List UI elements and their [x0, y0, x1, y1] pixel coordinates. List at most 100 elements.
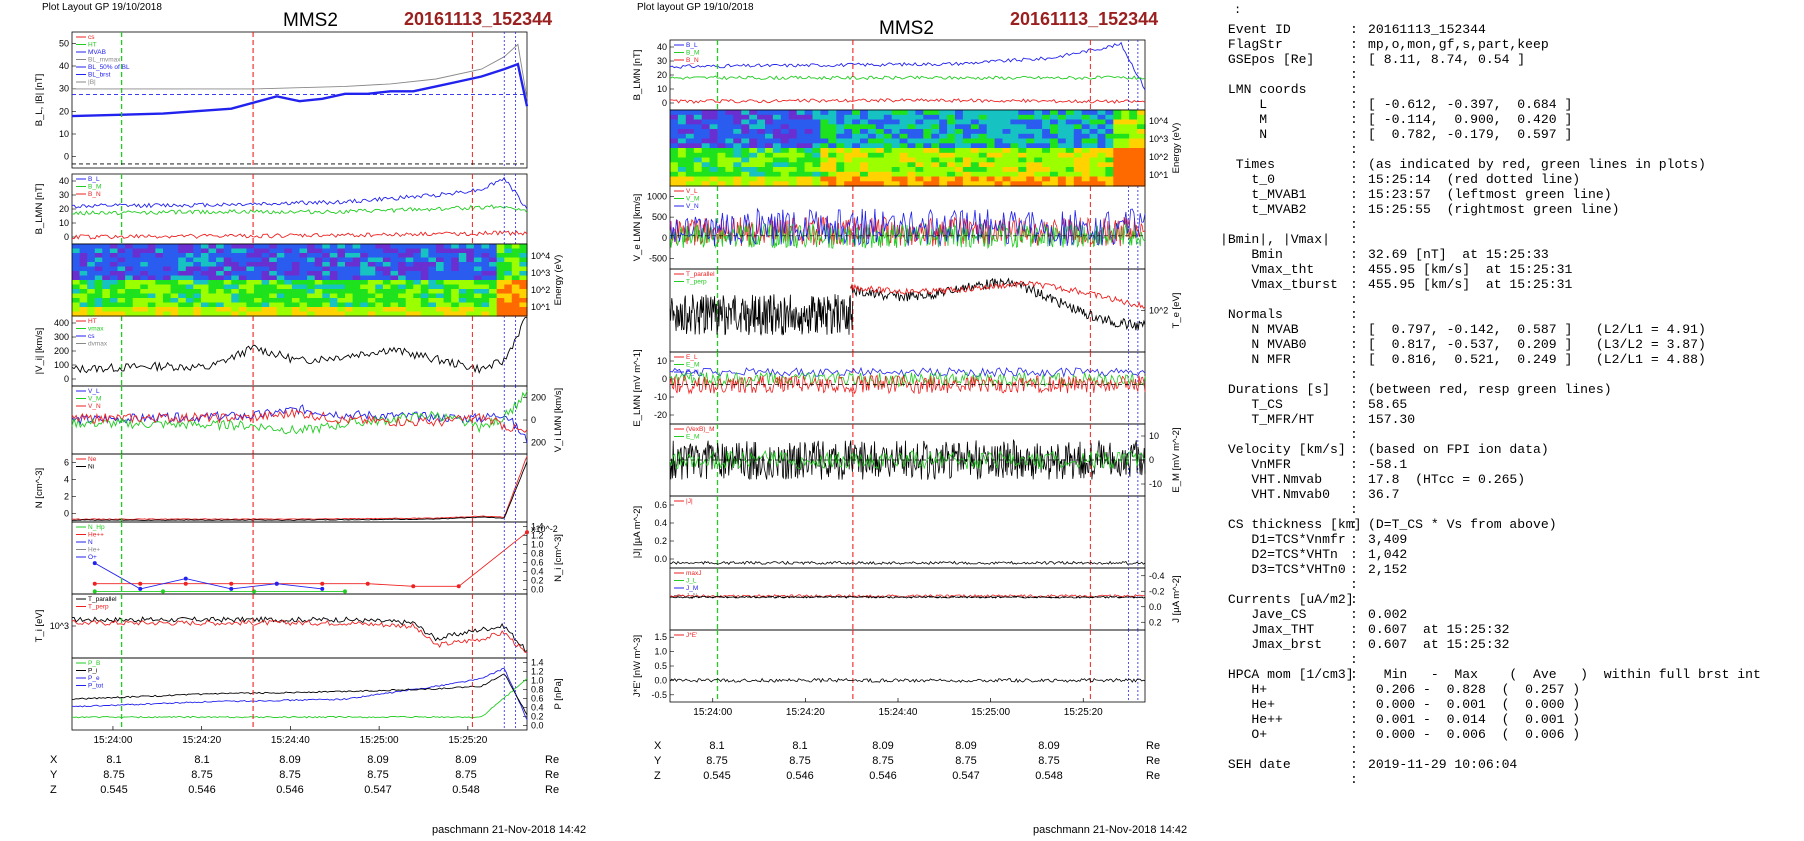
info-colon: : — [1350, 547, 1358, 562]
spectrogram-cell — [405, 311, 414, 317]
spectrogram-cell — [94, 298, 103, 304]
spectrogram-cell — [1129, 124, 1138, 130]
spectrogram-cell — [812, 114, 821, 121]
spectrogram-cell — [725, 152, 734, 159]
spectrogram-cell — [836, 167, 845, 173]
spectrogram-cell — [489, 302, 498, 308]
spectrogram-cell — [238, 271, 247, 277]
y-tick-label: 1.4 — [531, 522, 544, 532]
spectrogram-cell — [254, 248, 263, 254]
spectrogram-cell — [1121, 133, 1130, 140]
spectrogram-cell — [1042, 114, 1051, 121]
spectrogram-cell — [314, 307, 323, 313]
event-info-panel: Event ID:20161113_152344 FlagStr: mp,o,mo… — [1220, 22, 1800, 787]
spectrogram-cell — [1002, 148, 1011, 154]
series-line-J — [669, 560, 1146, 566]
spectrogram-cell — [899, 152, 909, 159]
spectrogram-cell — [939, 124, 948, 130]
spectrogram-cell — [677, 114, 687, 121]
spectrogram-cell — [1050, 110, 1059, 116]
spectrogram-cell — [741, 176, 750, 182]
series-line-B_M — [669, 75, 1146, 81]
spectrogram-cell — [117, 244, 126, 250]
y-axis-label: T_e [eV] — [1171, 293, 1182, 329]
spectrogram-cell — [1010, 119, 1019, 125]
position-unit: Re — [545, 754, 560, 766]
spectrogram-cell — [72, 262, 81, 268]
spectrogram-cell — [170, 266, 179, 272]
spectrogram-cell — [375, 275, 384, 281]
spectrogram-cell — [931, 110, 940, 116]
spectrogram-cell — [962, 114, 972, 121]
spectrogram-cell — [367, 298, 376, 304]
spectrogram-cell — [1026, 119, 1035, 125]
info-key: GSEpos [Re] — [1220, 52, 1315, 67]
spectrogram-cell — [1137, 167, 1146, 173]
spectrogram-cell — [923, 138, 932, 144]
spectrogram-cell — [147, 302, 156, 308]
spectrogram-cell — [428, 302, 437, 308]
spectrogram-cell — [329, 293, 338, 299]
spectrogram-cell — [94, 266, 103, 272]
series-line-T_perp — [669, 294, 854, 336]
spectrogram-cell — [994, 148, 1004, 154]
data-point — [229, 586, 234, 591]
spectrogram-cell — [185, 275, 194, 281]
position-value: 0.547 — [364, 784, 392, 796]
info-row: : — [1220, 742, 1800, 757]
spectrogram-cell — [1137, 148, 1146, 154]
panel-mid-J: 0.00.20.40.6|J| [µA m^-2]|J| — [632, 495, 1146, 569]
panel-frame — [71, 453, 528, 523]
spectrogram-cell — [1050, 138, 1059, 144]
spectrogram-cell — [717, 129, 726, 135]
spectrogram-cell — [87, 280, 96, 286]
spectrogram-cell — [1113, 119, 1122, 125]
spectrogram-cell — [231, 253, 240, 259]
spectrogram-cell — [1121, 171, 1130, 178]
spectrogram-cell — [178, 248, 187, 254]
spectrogram-cell — [788, 157, 798, 163]
spectrogram-cell — [860, 124, 869, 130]
spectrogram-cell — [860, 181, 869, 187]
position-value: 0.546 — [276, 784, 304, 796]
spectrogram-cell — [860, 162, 869, 168]
series-line-B_L — [71, 176, 528, 210]
spectrogram-cell — [398, 289, 407, 295]
spectrogram-cell — [923, 181, 932, 187]
spectrogram-cell — [322, 271, 331, 277]
spectrogram-cell — [307, 248, 316, 254]
info-row: Vmax_tht:455.95 [km/s] at 15:25:31 — [1220, 262, 1800, 277]
spectrogram-cell — [291, 271, 301, 277]
spectrogram-cell — [891, 157, 901, 163]
spectrogram-cell — [1065, 176, 1075, 182]
spectrogram-cell — [72, 244, 81, 250]
spectrogram-cell — [390, 244, 399, 250]
spectrogram-cell — [994, 171, 1004, 178]
spectrogram-cell — [765, 157, 774, 163]
spectrogram-cell — [200, 253, 210, 259]
spectrogram-cell — [276, 284, 285, 290]
spectrogram-cell — [329, 266, 338, 272]
spectrogram-cell — [367, 293, 376, 299]
spectrogram-cell — [1121, 110, 1130, 116]
spectrogram-cell — [109, 293, 119, 299]
spectrogram-cell — [481, 302, 490, 308]
spectrogram-cell — [284, 311, 293, 317]
spectrogram-cell — [420, 248, 429, 254]
spectrogram-cell — [307, 271, 316, 277]
spectrogram-cell — [875, 148, 885, 154]
spectrogram-cell — [765, 167, 774, 173]
spectrogram-cell — [923, 171, 932, 178]
spectrogram-cell — [307, 280, 316, 286]
spectrogram-cell — [1137, 152, 1146, 159]
spectrogram-cell — [284, 248, 293, 254]
spectrogram-cell — [749, 157, 758, 163]
spectrogram-cell — [685, 148, 695, 154]
spectrogram-cell — [788, 167, 798, 173]
spectrogram-cell — [208, 280, 217, 286]
spectrogram-cell — [741, 171, 750, 178]
spectrogram-cell — [269, 302, 278, 308]
y-tick-label: 10 — [1149, 431, 1159, 441]
spectrogram-cell — [1050, 124, 1059, 130]
spectrogram-cell — [860, 152, 869, 159]
